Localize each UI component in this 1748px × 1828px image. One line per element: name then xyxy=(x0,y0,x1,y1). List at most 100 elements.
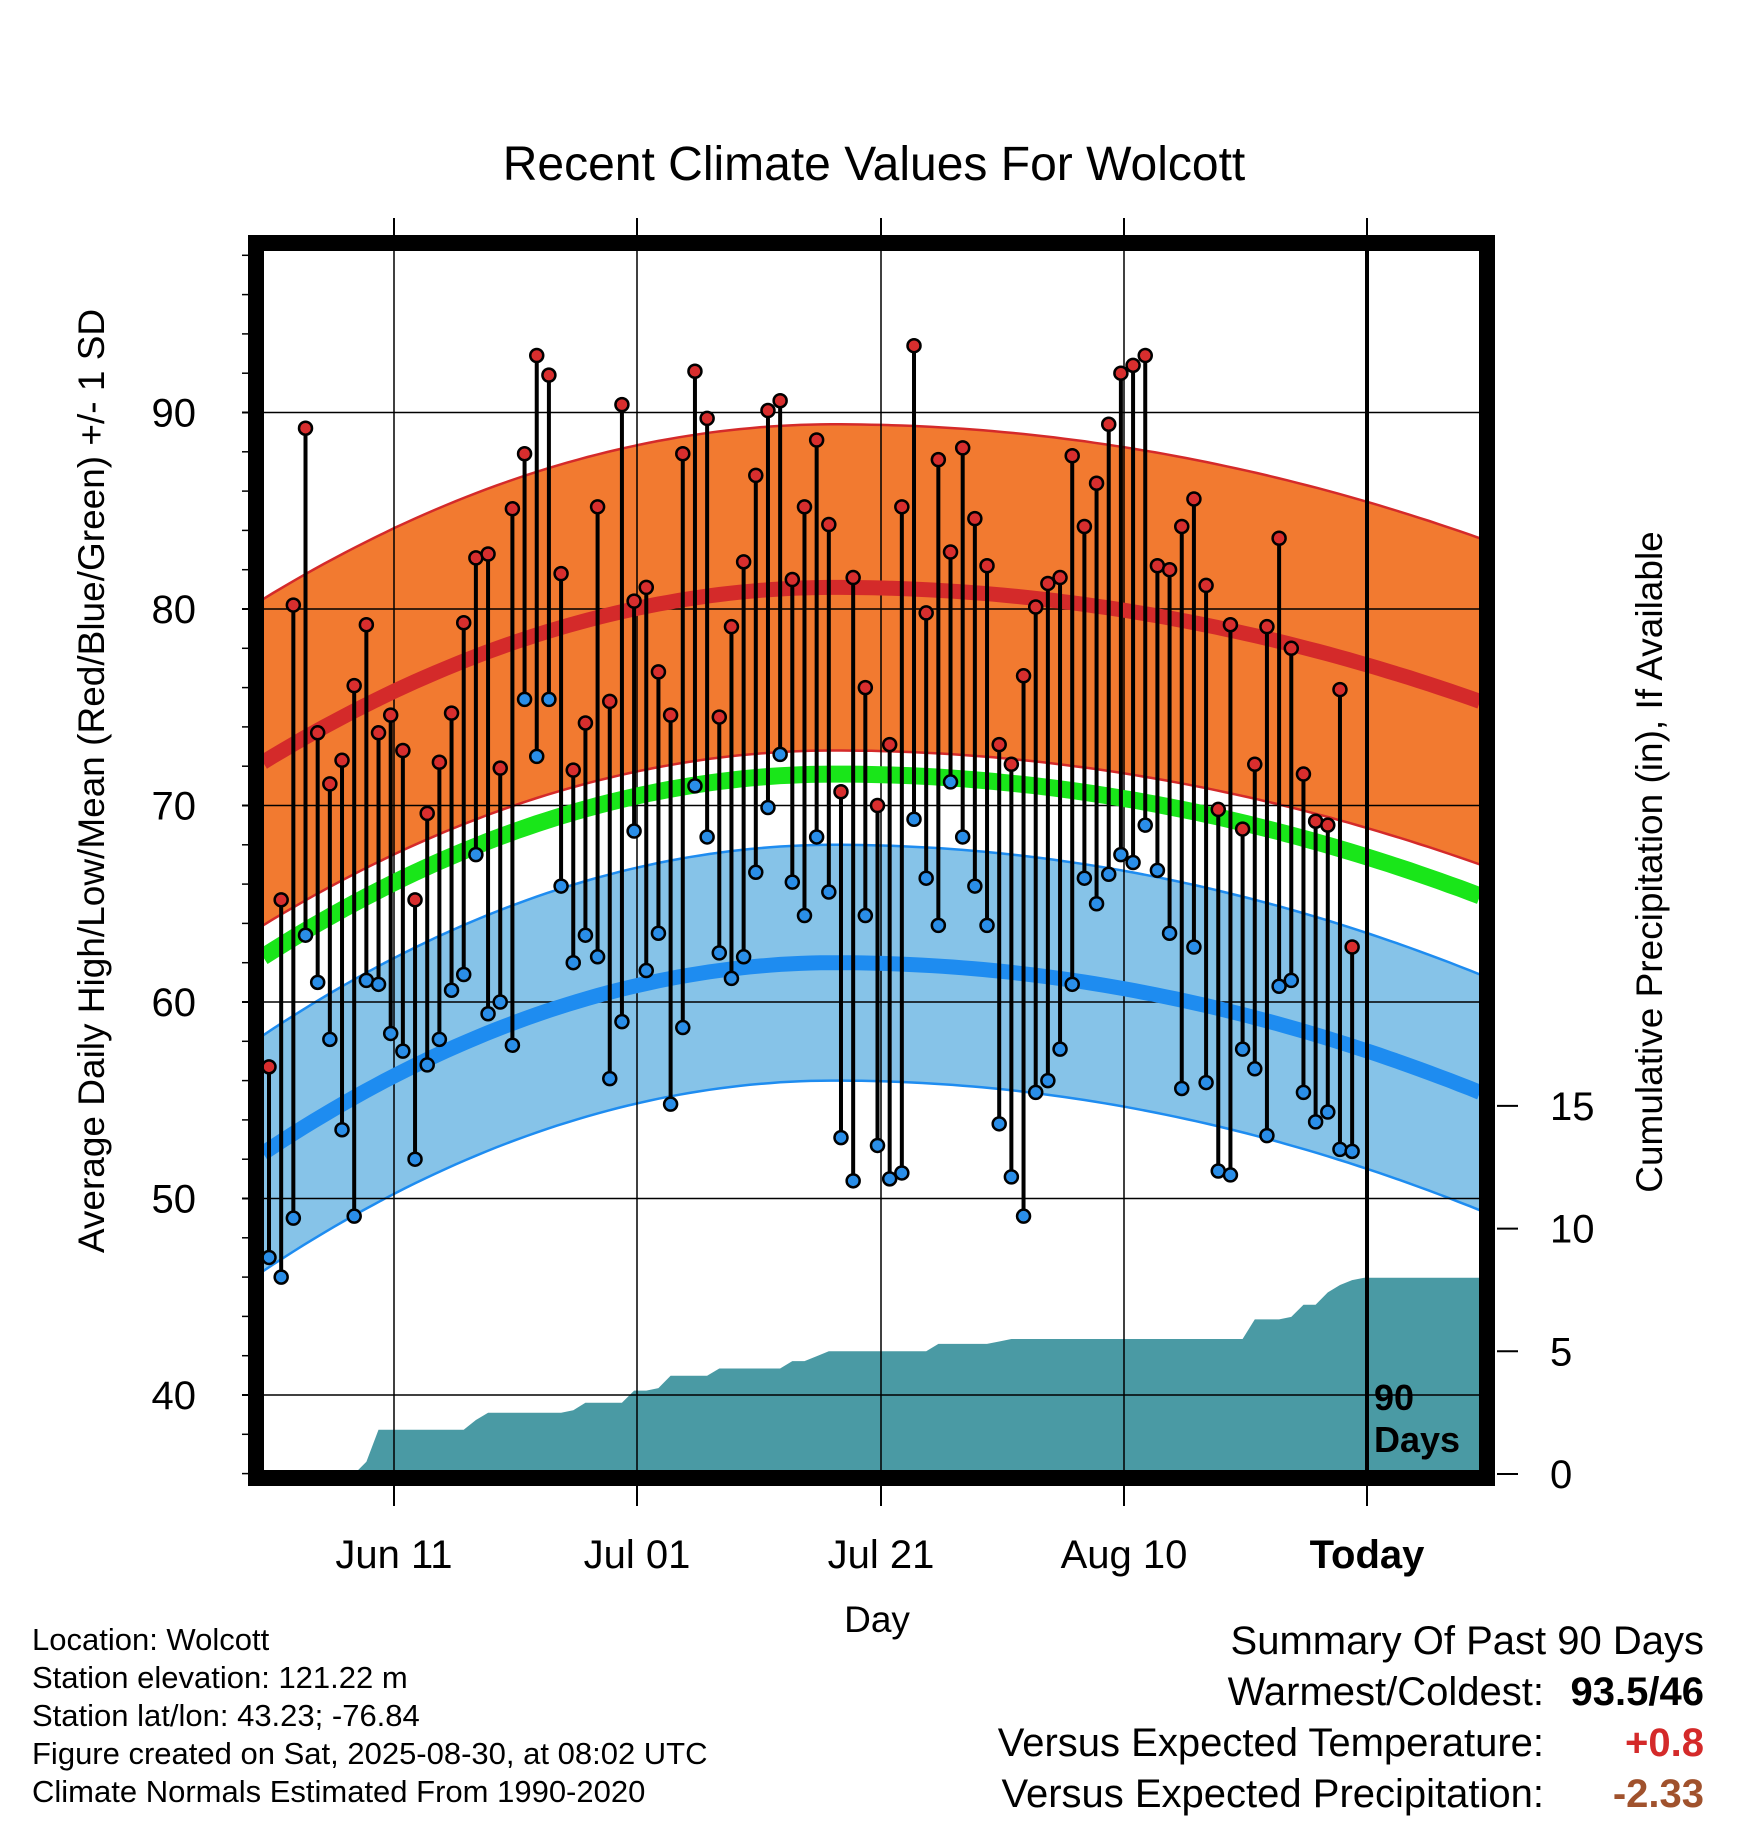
normal-low-line xyxy=(258,955,1483,1160)
obs-high-point-77 xyxy=(1198,577,1214,594)
obs-low-point-9 xyxy=(370,976,387,993)
obs-low-point-82 xyxy=(1259,1127,1275,1144)
obs-low-point-87 xyxy=(1320,1104,1336,1120)
obs-low-point-37 xyxy=(711,945,728,961)
obs-low-point-16 xyxy=(455,966,472,983)
obs-high-point-14 xyxy=(431,754,448,771)
obs-high-point-41 xyxy=(760,402,776,419)
temp-anomaly-value: +0.8 xyxy=(1625,1721,1704,1765)
y2-tick-label-0: 0 xyxy=(1550,1453,1572,1497)
obs-high-point-82 xyxy=(1259,618,1275,635)
obs-low-point-57 xyxy=(954,829,971,845)
x-tick-label-2: Jul 21 xyxy=(828,1533,935,1577)
obs-low-point-2 xyxy=(285,1210,302,1226)
obs-low-point-22 xyxy=(528,748,545,765)
obs-low-point-17 xyxy=(468,846,484,863)
obs-low-point-5 xyxy=(322,1031,338,1048)
obs-low-point-32 xyxy=(650,925,667,941)
obs-low-point-39 xyxy=(735,949,752,965)
y-tick-label-80: 80 xyxy=(152,588,197,632)
obs-low-point-81 xyxy=(1247,1061,1263,1077)
station-location: Location: Wolcott xyxy=(32,1622,270,1657)
obs-high-point-55 xyxy=(930,451,947,468)
normals-period: Climate Normals Estimated From 1990-2020 xyxy=(32,1774,646,1809)
high-sd-band-upper-edge xyxy=(262,423,1481,601)
obs-high-point-5 xyxy=(322,776,338,792)
obs-low-point-77 xyxy=(1198,1074,1214,1091)
x-axis-label: Day xyxy=(844,1599,910,1640)
obs-high-point-57 xyxy=(954,440,971,456)
days-window-label-unit: Days xyxy=(1374,1419,1460,1460)
high-sd-band xyxy=(263,424,1480,926)
obs-high-point-83 xyxy=(1271,530,1287,547)
obs-low-point-76 xyxy=(1186,939,1202,955)
obs-low-point-86 xyxy=(1307,1114,1324,1130)
obs-high-point-59 xyxy=(979,558,995,574)
summary-warm-cold: Warmest/Coldest: 93.5/46 xyxy=(998,1667,1704,1718)
precip-anomaly-label: Versus Expected Precipitation: xyxy=(1001,1772,1544,1816)
obs-high-point-56 xyxy=(942,544,959,560)
obs-low-point-65 xyxy=(1052,1041,1068,1057)
obs-high-point-34 xyxy=(675,446,691,462)
obs-high-point-1 xyxy=(273,892,289,908)
obs-low-point-47 xyxy=(833,1129,849,1146)
obs-high-point-65 xyxy=(1052,569,1068,586)
obs-high-point-0 xyxy=(261,1059,277,1075)
plot-frame xyxy=(248,235,1495,1486)
obs-low-point-41 xyxy=(760,799,776,816)
obs-low-point-24 xyxy=(553,878,569,894)
obs-low-point-85 xyxy=(1295,1084,1312,1101)
obs-high-point-64 xyxy=(1040,575,1056,592)
obs-low-point-14 xyxy=(431,1031,448,1048)
obs-high-point-16 xyxy=(455,615,472,631)
obs-high-point-22 xyxy=(528,347,545,364)
obs-high-point-66 xyxy=(1064,447,1080,464)
obs-low-point-52 xyxy=(894,1165,910,1181)
obs-low-point-19 xyxy=(492,994,508,1010)
obs-high-point-20 xyxy=(504,501,521,517)
obs-low-point-13 xyxy=(419,1057,435,1073)
obs-high-point-36 xyxy=(699,410,715,427)
obs-high-point-30 xyxy=(626,593,642,609)
summary-heading: Summary Of Past 90 Days xyxy=(1230,1619,1704,1663)
obs-high-point-28 xyxy=(602,693,618,710)
obs-low-point-43 xyxy=(784,874,801,890)
y2-tick-label-5: 5 xyxy=(1550,1330,1572,1374)
obs-high-point-74 xyxy=(1161,561,1178,578)
obs-high-point-85 xyxy=(1295,766,1312,782)
obs-high-point-48 xyxy=(845,569,861,586)
obs-low-point-23 xyxy=(541,691,557,708)
obs-low-point-69 xyxy=(1100,866,1117,883)
obs-low-point-53 xyxy=(906,811,922,828)
obs-high-point-44 xyxy=(796,499,813,515)
obs-low-point-61 xyxy=(1003,1169,1020,1185)
obs-high-point-15 xyxy=(443,705,460,721)
y-tick-label-50: 50 xyxy=(152,1178,197,1222)
x-tick-label-1: Jul 01 xyxy=(584,1533,691,1577)
low-sd-band xyxy=(263,844,1480,1272)
obs-high-point-52 xyxy=(894,499,910,515)
obs-high-point-60 xyxy=(991,736,1007,753)
obs-low-point-50 xyxy=(869,1137,886,1154)
obs-low-point-75 xyxy=(1174,1080,1190,1097)
obs-low-point-44 xyxy=(796,907,813,924)
obs-low-point-35 xyxy=(687,778,703,794)
obs-low-point-84 xyxy=(1283,972,1300,989)
obs-low-point-30 xyxy=(626,823,642,839)
obs-high-point-11 xyxy=(395,742,411,759)
obs-high-point-53 xyxy=(906,337,922,354)
obs-low-point-46 xyxy=(821,884,837,900)
obs-high-point-63 xyxy=(1027,599,1044,615)
cumulative-precip-area xyxy=(263,1277,1480,1474)
obs-high-point-47 xyxy=(833,783,849,800)
obs-low-point-6 xyxy=(334,1121,350,1138)
obs-high-point-84 xyxy=(1283,640,1300,657)
obs-low-point-67 xyxy=(1076,870,1093,886)
obs-low-point-89 xyxy=(1344,1143,1360,1160)
obs-high-point-19 xyxy=(492,760,508,776)
obs-high-point-68 xyxy=(1088,475,1105,491)
obs-low-point-74 xyxy=(1161,925,1178,941)
obs-high-point-2 xyxy=(285,597,302,613)
obs-low-point-64 xyxy=(1040,1072,1056,1089)
